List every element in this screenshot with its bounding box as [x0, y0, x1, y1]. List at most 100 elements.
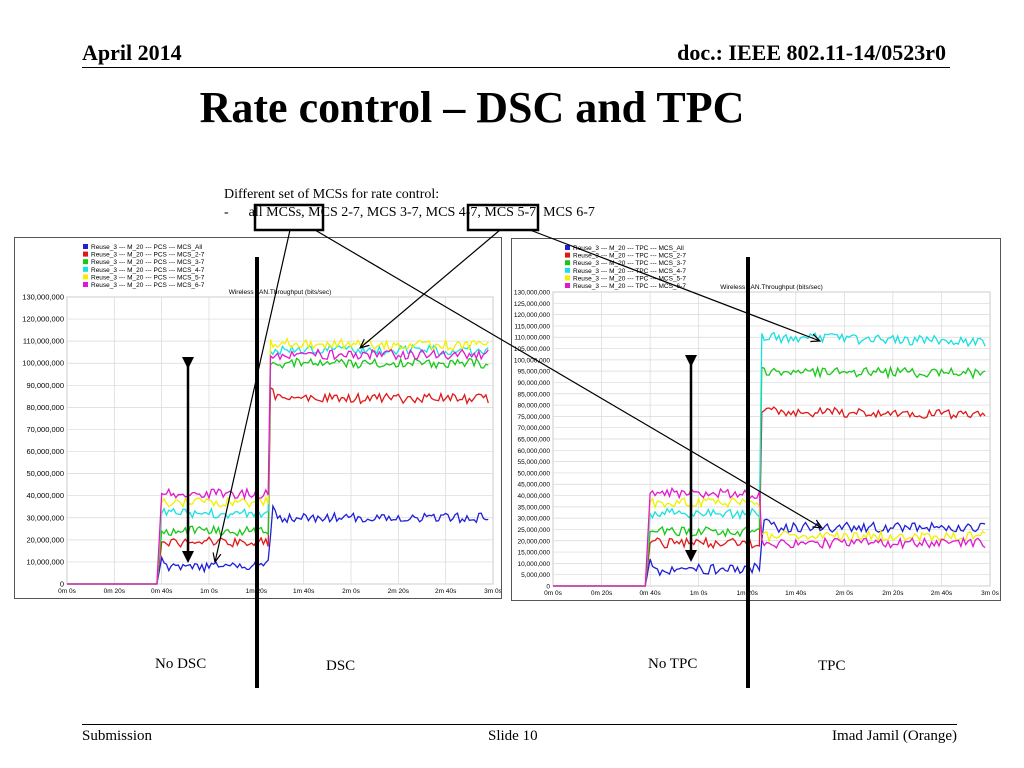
y-tick-label: 40,000,000: [26, 491, 64, 500]
series-line-MCS_6-7: [553, 486, 986, 587]
y-tick-label: 15,000,000: [517, 550, 550, 557]
legend-swatch: [83, 251, 88, 257]
description-line-1: Different set of MCSs for rate control:: [224, 187, 440, 202]
legend-label: Reuse_3 --- M_20 --- PCS --- MCS_6-7: [91, 282, 205, 289]
y-tick-label: 60,000,000: [26, 447, 64, 456]
y-tick-label: 115,000,000: [514, 323, 550, 330]
x-tick-label: 3m 0s: [981, 590, 999, 597]
x-tick-label: 1m 0s: [200, 588, 218, 595]
x-tick-label: 1m 40s: [293, 588, 315, 595]
legend-swatch: [83, 282, 88, 287]
footer-submission: Submission: [82, 728, 153, 744]
chart-title: Wireless LAN.Throughput (bits/sec): [720, 284, 823, 291]
chart-dsc: Reuse_3 --- M_20 --- PCS --- MCS_All Reus…: [14, 237, 502, 599]
y-tick-label: 110,000,000: [23, 337, 64, 346]
legend-swatch: [565, 260, 570, 266]
y-tick-label: 125,000,000: [514, 301, 551, 308]
legend-swatch: [565, 252, 570, 258]
y-tick-label: 20,000,000: [517, 538, 550, 545]
footer-slide-number: Slide 10: [488, 728, 538, 744]
legend-swatch: [565, 245, 570, 250]
y-tick-label: 30,000,000: [517, 516, 550, 523]
x-tick-label: 1m 0s: [690, 590, 708, 597]
y-tick-label: 80,000,000: [517, 403, 550, 410]
legend-swatch: [565, 283, 570, 288]
caption-dsc: DSC: [326, 658, 356, 674]
plot-area: [66, 296, 494, 585]
x-tick-label: 2m 20s: [388, 588, 410, 595]
caption-tpc: TPC: [818, 658, 846, 674]
description-line-2: - all MCSs, MCS 2-7, MCS 3-7, MCS 4-7, MC…: [224, 204, 595, 222]
y-tick-label: 50,000,000: [26, 469, 64, 478]
legend-swatch: [565, 267, 570, 273]
x-tick-label: 3m 0s: [484, 588, 501, 595]
y-tick-label: 70,000,000: [26, 425, 64, 434]
y-tick-label: 80,000,000: [26, 403, 64, 412]
legend-label: Reuse_3 --- M_20 --- TPC --- MCS_4-7: [573, 268, 686, 275]
y-tick-label: 120,000,000: [22, 315, 64, 324]
x-tick-label: 0m 40s: [151, 588, 173, 595]
x-tick-label: 2m 20s: [882, 590, 904, 597]
legend-label: Reuse_3 --- M_20 --- PCS --- MCS_2-7: [91, 252, 205, 259]
x-tick-label: 0m 20s: [104, 588, 126, 595]
header-doc-id: doc.: IEEE 802.11-14/0523r0: [677, 40, 946, 65]
y-tick-label: 30,000,000: [26, 513, 64, 522]
chart-title: Wireless LAN.Throughput (bits/sec): [229, 289, 332, 296]
mcs-list: all MCSs, MCS 2-7, MCS 3-7, MCS 4-7, MCS…: [248, 205, 595, 220]
y-tick-label: 60,000,000: [517, 448, 550, 455]
x-tick-label: 0m 40s: [639, 590, 661, 597]
y-tick-label: 40,000,000: [517, 493, 550, 500]
caption-no-dsc: No DSC: [155, 656, 207, 672]
x-tick-label: 2m 40s: [931, 590, 953, 597]
y-tick-label: 50,000,000: [517, 470, 550, 477]
chart-dsc-svg: Reuse_3 --- M_20 --- PCS --- MCS_AllReus…: [22, 244, 501, 595]
header-rule: [82, 67, 950, 68]
y-tick-label: 5,000,000: [521, 572, 550, 579]
slide-title: Rate control – DSC and TPC: [199, 83, 745, 132]
y-tick-label: 35,000,000: [517, 504, 550, 511]
legend-label: Reuse_3 --- M_20 --- TPC --- MCS_3-7: [573, 260, 686, 267]
y-tick-label: 20,000,000: [26, 535, 64, 544]
y-tick-label: 55,000,000: [517, 459, 550, 466]
x-tick-label: 2m 0s: [342, 588, 360, 595]
chart-tpc-svg: Reuse_3 --- M_20 --- TPC --- MCS_AllReus…: [514, 245, 1000, 597]
header-date: April 2014: [82, 40, 182, 65]
y-tick-label: 70,000,000: [517, 425, 550, 432]
y-tick-label: 100,000,000: [22, 359, 64, 368]
chart-tpc: Reuse_3 --- M_20 --- TPC --- MCS_All Reus…: [511, 238, 1001, 601]
y-tick-label: 105,000,000: [514, 346, 551, 353]
legend-label: Reuse_3 --- M_20 --- PCS --- MCS_5-7: [91, 274, 205, 281]
bullet-dash: -: [224, 205, 229, 220]
y-tick-label: 110,000,000: [514, 335, 550, 342]
legend-label: Reuse_3 --- M_20 --- PCS --- MCS_4-7: [91, 267, 205, 274]
y-tick-label: 90,000,000: [517, 380, 550, 387]
x-tick-label: 0m 0s: [544, 590, 562, 597]
y-tick-label: 120,000,000: [514, 312, 551, 319]
legend-swatch: [83, 244, 88, 249]
x-tick-label: 0m 0s: [58, 588, 76, 595]
legend-label: Reuse_3 --- M_20 --- TPC --- MCS_All: [573, 245, 684, 252]
legend-swatch: [83, 259, 88, 265]
x-tick-label: 0m 20s: [591, 590, 613, 597]
legend-swatch: [83, 274, 88, 280]
y-tick-label: 90,000,000: [26, 381, 64, 390]
footer-author: Imad Jamil (Orange): [832, 728, 957, 744]
y-tick-label: 10,000,000: [517, 561, 550, 568]
y-tick-label: 75,000,000: [517, 414, 550, 421]
x-tick-label: 2m 0s: [835, 590, 853, 597]
y-tick-label: 45,000,000: [517, 482, 550, 489]
x-tick-label: 2m 40s: [435, 588, 457, 595]
y-tick-label: 25,000,000: [517, 527, 550, 534]
y-tick-label: 0: [546, 584, 550, 591]
legend-swatch: [565, 275, 570, 281]
legend-label: Reuse_3 --- M_20 --- PCS --- MCS_3-7: [91, 259, 205, 266]
legend-label: Reuse_3 --- M_20 --- TPC --- MCS_2-7: [573, 253, 686, 260]
y-tick-label: 85,000,000: [517, 391, 550, 398]
y-tick-label: 10,000,000: [26, 557, 64, 566]
legend-label: Reuse_3 --- M_20 --- TPC --- MCS_5-7: [573, 275, 686, 282]
mcs-description: Different set of MCSs for rate control: …: [224, 186, 595, 222]
legend-label: Reuse_3 --- M_20 --- TPC --- MCS_6-7: [573, 283, 686, 290]
x-tick-label: 1m 40s: [785, 590, 807, 597]
y-tick-label: 65,000,000: [517, 437, 550, 444]
footer-rule: [82, 724, 957, 725]
